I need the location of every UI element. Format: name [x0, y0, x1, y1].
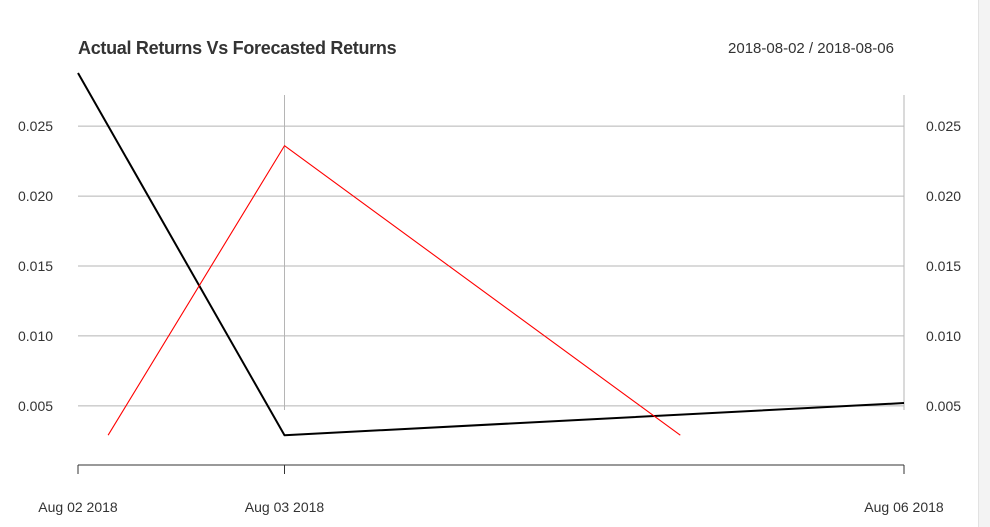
date-range-label: 2018-08-02 / 2018-08-06 — [728, 40, 894, 57]
x-tick-label: Aug 03 2018 — [245, 499, 325, 515]
y-tick-label-left: 0.025 — [18, 118, 53, 134]
chart-title: Actual Returns Vs Forecasted Returns — [78, 38, 397, 58]
y-tick-label-right: 0.015 — [926, 258, 961, 274]
actual-returns-line — [77, 72, 905, 437]
y-tick-label-left: 0.010 — [18, 328, 53, 344]
y-tick-label-right: 0.025 — [926, 118, 961, 134]
x-tick-label: Aug 06 2018 — [864, 499, 944, 515]
x-tick-label: Aug 02 2018 — [38, 499, 118, 515]
y-tick-label-left: 0.020 — [18, 188, 53, 204]
forecasted-returns-line — [107, 145, 681, 436]
y-tick-label-right: 0.005 — [926, 398, 961, 414]
y-tick-label-right: 0.010 — [926, 328, 961, 344]
y-tick-label-right: 0.020 — [926, 188, 961, 204]
y-tick-label-left: 0.015 — [18, 258, 53, 274]
y-tick-label-left: 0.005 — [18, 398, 53, 414]
